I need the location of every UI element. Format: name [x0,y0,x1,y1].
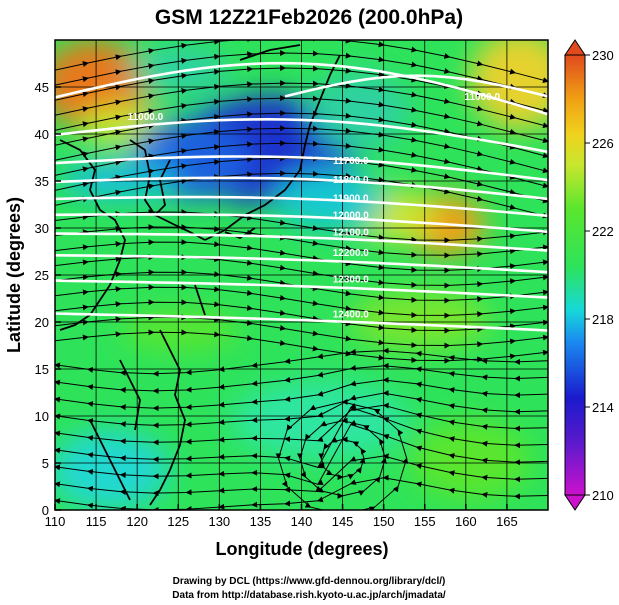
green-se [410,420,530,500]
contour-label: 11000.0 [128,112,164,123]
height-contour-north [284,74,548,98]
contour-label: 11800.0 [333,175,369,186]
height-contour-8 [55,279,548,299]
colorbar-ticks: 230 226 222 218 214 210 [585,48,614,503]
credit-drawing: Drawing by DCL (https://www.gfd-dennou.o… [173,576,446,587]
colorbar-label: 230 [592,48,614,63]
height-contour-0 [55,61,548,116]
y-tick-label: 45 [35,80,49,95]
colorbar-label: 214 [592,400,614,415]
x-tick-label: 120 [126,514,148,529]
x-tick-label: 150 [373,514,395,529]
colorbar-label: 226 [592,136,614,151]
y-axis-label: Latitude (degrees) [4,197,24,353]
colorbar-label: 218 [592,312,614,327]
height-contour-2 [55,155,548,182]
contour-label: 11900.0 [333,194,369,205]
y-tick-label: 20 [35,315,49,330]
streamline-18 [55,40,548,84]
x-ticks: 110 115 120 125 130 135 140 145 150 155 160 165 [45,504,518,529]
height-contour-1 [55,117,548,154]
x-tick-label: 145 [332,514,354,529]
colorbar: 230 226 222 218 214 210 [564,39,614,511]
contour-labels: 11000.0 11000.0 11700.0 11800.0 11900.0 12000… [128,92,501,320]
x-tick-label: 115 [86,514,107,529]
y-ticks: 0 5 10 15 20 25 30 35 40 45 [35,80,61,518]
contour-label: 12200.0 [333,248,370,259]
y-tick-label: 5 [42,456,49,471]
x-tick-label: 130 [208,514,230,529]
y-tick-label: 25 [35,268,49,283]
y-tick-label: 10 [35,409,49,424]
x-axis-label: Longitude (degrees) [215,539,388,559]
credit-source: Data from http://database.rish.kyoto-u.a… [172,590,446,601]
colorbar-bottom-triangle [564,494,586,511]
x-tick-label: 125 [167,514,189,529]
x-tick-label: 140 [291,514,313,529]
y-tick-label: 30 [35,221,49,236]
height-contour-4 [55,195,548,218]
streamline-30 [275,398,409,510]
streamline-27 [55,347,548,377]
contour-label: 12400.0 [333,309,370,320]
teal-nw [130,45,230,95]
x-tick-label: 155 [414,514,436,529]
colorbar-body [564,54,586,496]
streamlines [55,40,548,510]
y-tick-label: 15 [35,362,49,377]
x-tick-label: 165 [496,514,518,529]
height-contour-5 [55,213,548,234]
contour-label: 12000.0 [333,211,370,222]
contour-label: 11000.0 [464,92,500,103]
chart-title: GSM 12Z21Feb2026 (200.0hPa) [155,6,463,29]
y-tick-label: 0 [42,503,49,518]
contour-label: 12100.0 [333,228,370,239]
x-tick-label: 110 [45,514,66,529]
height-contour-9 [55,312,548,332]
height-contour-7 [55,254,548,274]
colorbar-top-triangle [564,39,586,56]
teal-ne [310,70,410,150]
x-tick-label: 160 [455,514,477,529]
colorbar-label: 222 [592,224,614,239]
y-tick-label: 40 [35,127,49,142]
height-contour-6 [55,232,548,252]
height-contours [55,61,548,332]
x-tick-label: 135 [250,514,272,529]
y-tick-label: 35 [35,174,49,189]
height-contour-3 [55,176,548,201]
contour-label: 12300.0 [333,275,370,286]
contour-label: 11700.0 [333,156,369,167]
colorbar-label: 210 [592,488,614,503]
